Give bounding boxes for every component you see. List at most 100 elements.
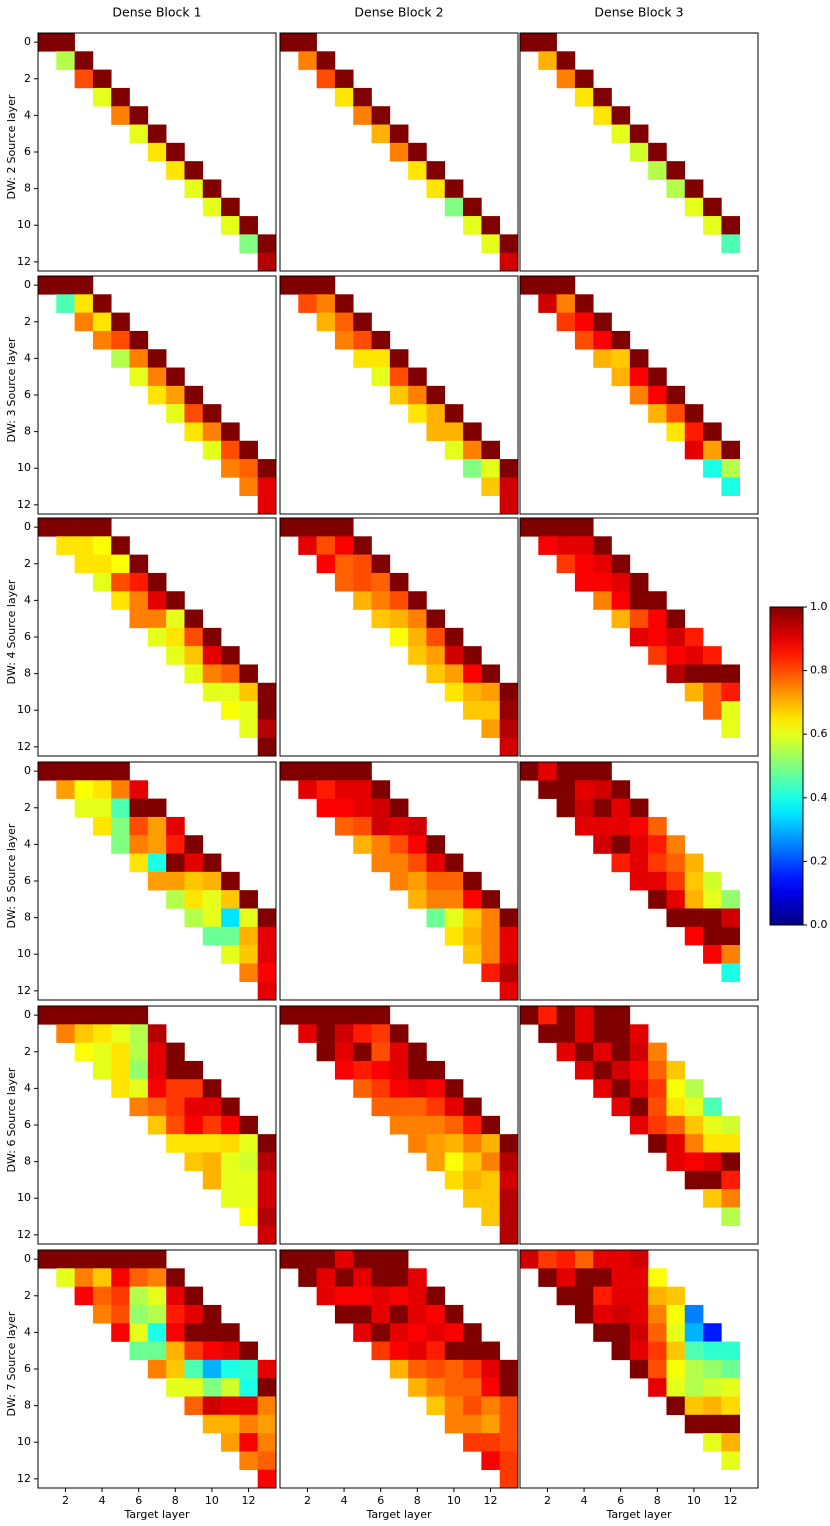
- heatmap-cell: [426, 1152, 446, 1172]
- heatmap-cell: [184, 1396, 204, 1416]
- heatmap-cell: [648, 1359, 667, 1379]
- heatmap-panel: [38, 762, 277, 1001]
- panel-frame: [519, 1249, 759, 1489]
- heatmap-cell: [92, 1286, 112, 1306]
- heatmap-cell: [257, 459, 277, 478]
- heatmap-cell: [334, 69, 354, 89]
- heatmap-cell: [316, 554, 336, 574]
- heatmap-cell: [666, 1304, 686, 1324]
- heatmap-panel: [280, 1006, 519, 1245]
- x-tick-label: 6: [135, 1494, 142, 1507]
- heatmap-cell: [334, 87, 354, 107]
- heatmap-cell: [389, 1286, 409, 1306]
- heatmap-cell: [444, 1378, 464, 1397]
- y-tick-label: 0: [24, 1252, 31, 1265]
- heatmap-cell: [56, 1006, 75, 1025]
- heatmap-cell: [703, 890, 722, 909]
- y-tick-label: 0: [24, 1008, 31, 1021]
- heatmap-cell: [463, 1115, 482, 1135]
- heatmap-cell: [463, 926, 482, 946]
- heatmap-cell: [426, 1341, 446, 1361]
- heatmap-cell: [593, 1250, 612, 1269]
- heatmap-cell: [611, 591, 631, 610]
- heatmap-cell: [648, 1323, 667, 1342]
- heatmap-cell: [611, 1079, 631, 1098]
- heatmap-cell: [629, 1060, 649, 1080]
- heatmap-cell: [166, 627, 185, 647]
- heatmap-cell: [556, 294, 576, 313]
- heatmap-cell: [481, 1152, 500, 1172]
- heatmap-cell: [684, 1323, 704, 1342]
- heatmap-cell: [353, 835, 372, 854]
- heatmap-cell: [316, 536, 336, 555]
- heatmap-cell: [221, 664, 240, 684]
- heatmap-cell: [166, 1378, 185, 1397]
- heatmap-cell: [666, 908, 686, 928]
- heatmap-cell: [593, 1304, 612, 1324]
- heatmap-cell: [257, 1451, 277, 1470]
- heatmap-cell: [56, 33, 75, 52]
- heatmap-cell: [444, 890, 464, 909]
- heatmap-cell: [257, 719, 277, 738]
- heatmap-cell: [316, 1042, 336, 1062]
- x-tick-label: 12: [484, 1494, 498, 1507]
- heatmap-cell: [353, 1060, 372, 1080]
- y-tick-label: 6: [24, 145, 31, 158]
- heatmap-cell: [499, 682, 519, 702]
- heatmap-cell: [721, 1378, 740, 1397]
- heatmap-cell: [629, 871, 649, 891]
- heatmap-cell: [147, 627, 167, 647]
- heatmap-cell: [353, 1268, 372, 1287]
- heatmap-cell: [426, 1079, 446, 1098]
- heatmap-cell: [593, 330, 612, 350]
- heatmap-cell: [202, 646, 222, 665]
- heatmap-cell: [111, 87, 130, 107]
- heatmap-cell: [408, 161, 427, 180]
- heatmap-cell: [408, 816, 427, 836]
- heatmap-cell: [666, 646, 686, 665]
- heatmap-cell: [426, 646, 446, 665]
- y-tick-label: 4: [24, 593, 31, 606]
- heatmap-cell: [499, 1207, 519, 1226]
- heatmap-cell: [389, 1042, 409, 1062]
- y-tick-label: 6: [24, 1362, 31, 1375]
- heatmap-cell: [166, 1286, 185, 1306]
- heatmap-cell: [147, 349, 167, 368]
- heatmap-panel: [38, 33, 277, 272]
- heatmap-cell: [611, 1286, 631, 1306]
- heatmap-cell: [334, 816, 354, 836]
- heatmap-cell: [499, 1396, 519, 1416]
- heatmap-cell: [166, 1060, 185, 1080]
- heatmap-cell: [334, 1042, 354, 1062]
- heatmap-cell: [129, 572, 149, 592]
- heatmap-cell: [444, 908, 464, 928]
- heatmap-panel: [520, 518, 740, 738]
- heatmap-cell: [538, 33, 557, 52]
- heatmap-cell: [92, 780, 112, 799]
- heatmap-cell: [147, 124, 167, 144]
- heatmap-cell: [184, 1378, 204, 1397]
- heatmap-cell: [408, 1134, 427, 1153]
- heatmap-cell: [611, 835, 631, 854]
- heatmap-cell: [463, 1433, 482, 1452]
- heatmap-cell: [426, 1286, 446, 1306]
- y-tick-label: 0: [24, 764, 31, 777]
- heatmap-cell: [520, 1250, 539, 1269]
- heatmap-cell: [426, 1115, 446, 1135]
- y-tick-label: 8: [24, 1155, 31, 1168]
- row-label: DW: 2: [5, 167, 18, 200]
- heatmap-cell: [239, 701, 258, 720]
- heatmap-cell: [184, 404, 204, 423]
- heatmap-cell: [463, 1378, 482, 1397]
- heatmap-cell: [408, 835, 427, 854]
- heatmap-cell: [221, 1433, 240, 1452]
- heatmap-cell: [648, 1097, 667, 1117]
- heatmap-cell: [280, 1250, 299, 1269]
- heatmap-cell: [481, 459, 500, 478]
- heatmap-cell: [721, 1170, 740, 1190]
- heatmap-cell: [184, 664, 204, 684]
- y-tick-label: 10: [17, 218, 31, 231]
- heatmap-cell: [444, 871, 464, 891]
- heatmap-cell: [648, 1042, 667, 1062]
- heatmap-cell: [611, 1341, 631, 1361]
